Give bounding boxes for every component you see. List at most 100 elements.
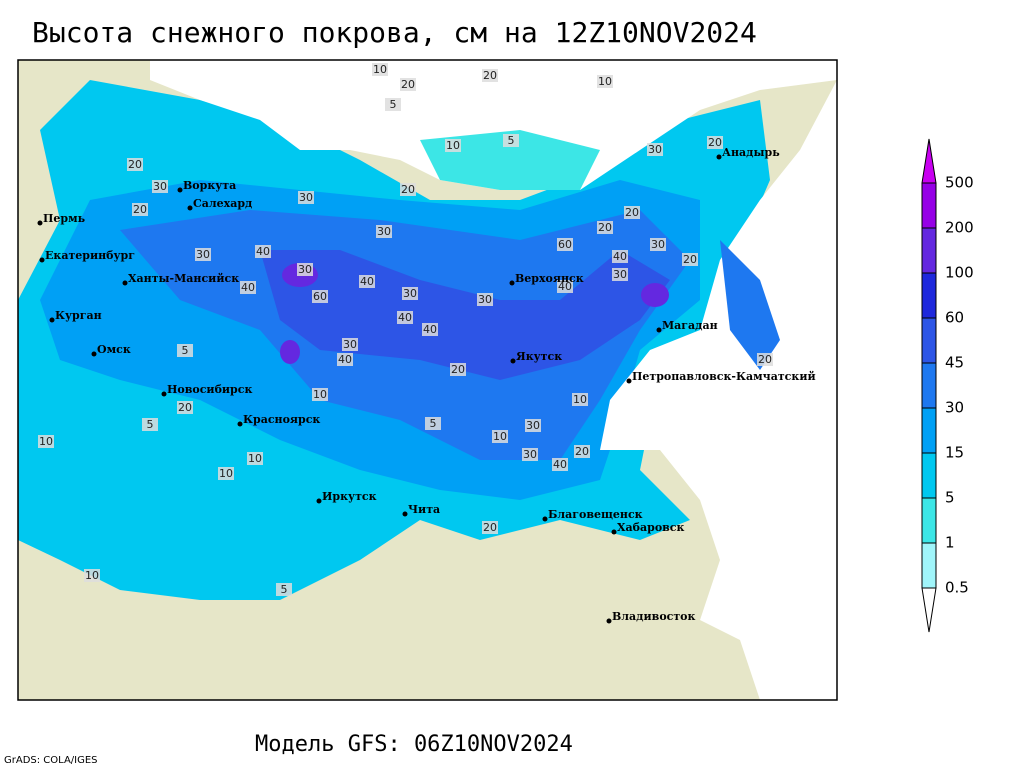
contour-label: 10 (313, 388, 327, 401)
contour-label: 20 (598, 221, 612, 234)
contour-label: 40 (256, 245, 270, 258)
city-label: Курган (55, 309, 102, 322)
contour-label: 20 (483, 69, 497, 82)
city-marker (237, 421, 243, 427)
colorbar-segment (921, 407, 937, 454)
city-marker (49, 317, 55, 323)
colorbar-label: 100 (945, 264, 974, 282)
contour-label-box (477, 293, 493, 306)
city-label: Чита (408, 503, 440, 516)
contour-label-box (503, 134, 519, 147)
contour-label: 20 (708, 136, 722, 149)
colorbar-label: 5 (945, 489, 955, 507)
contour-label: 20 (133, 203, 147, 216)
snow-area (280, 340, 300, 364)
contour-label: 5 (430, 417, 437, 430)
contour-label-box (142, 418, 158, 431)
city-marker (161, 391, 167, 397)
colorbar-label: 500 (945, 174, 974, 192)
city-marker (177, 187, 183, 193)
contour-label: 30 (478, 293, 492, 306)
colorbar-label: 15 (945, 444, 964, 462)
city-marker (656, 327, 662, 333)
colorbar-segment (921, 227, 937, 274)
contour-label-box (525, 419, 541, 432)
city-label: Благовещенск (548, 508, 643, 521)
contour-label: 20 (758, 353, 772, 366)
city-marker (187, 205, 193, 211)
contour-label: 10 (248, 452, 262, 465)
city-label: Верхоянск (515, 272, 584, 285)
contour-label-box (385, 98, 401, 111)
contour-label: 30 (298, 263, 312, 276)
contour-label-box (482, 69, 498, 82)
contour-label: 5 (390, 98, 397, 111)
contour-label: 10 (85, 569, 99, 582)
contour-label-box (450, 363, 466, 376)
contour-label-box (132, 203, 148, 216)
contour-label-box (624, 206, 640, 219)
contour-label-box (240, 281, 256, 294)
contour-label: 5 (182, 344, 189, 357)
arctic-ocean (150, 60, 837, 190)
contour-label: 10 (573, 393, 587, 406)
city-label: Салехард (193, 197, 252, 210)
contour-label-box (298, 191, 314, 204)
city-label: Новосибирск (167, 383, 252, 396)
land (18, 60, 60, 300)
contour-label-box (422, 323, 438, 336)
contour-label: 40 (360, 275, 374, 288)
title: Высота снежного покрова, см на 12Z10NOV2… (32, 16, 757, 49)
contour-label-box (482, 521, 498, 534)
city-marker (510, 358, 516, 364)
contour-label: 40 (423, 323, 437, 336)
colorbar-label: 30 (945, 399, 964, 417)
contour-label-box (359, 275, 375, 288)
city-marker (122, 280, 128, 286)
contour-label: 10 (39, 435, 53, 448)
contour-label-box (557, 238, 573, 251)
colorbar-label: 200 (945, 219, 974, 237)
contour-label-box (425, 417, 441, 430)
contour-label: 30 (343, 338, 357, 351)
contour-label-box (152, 180, 168, 193)
contour-label: 5 (281, 583, 288, 596)
contour-label: 20 (575, 445, 589, 458)
labels: 10 20 20 10 5 10 5 20 30 20 30 20 30 40 30 40 30 40 60 30 40… (37, 63, 816, 624)
city-marker (402, 511, 408, 517)
pacific-ocean (600, 80, 837, 700)
city-marker (91, 351, 97, 357)
colorbar-segment (921, 362, 937, 409)
city-marker (37, 220, 43, 226)
city-marker (626, 378, 632, 384)
colorbar-label: 0.5 (945, 579, 969, 597)
contour-label-box (337, 353, 353, 366)
snow-area (641, 283, 669, 307)
contour-label-box (597, 221, 613, 234)
contour-label-box (297, 263, 313, 276)
kamchatka (720, 240, 780, 370)
contour-label-box (612, 268, 628, 281)
city-marker (542, 516, 548, 522)
contour-label-box (342, 338, 358, 351)
contour-label: 30 (153, 180, 167, 193)
contour-label: 30 (648, 143, 662, 156)
city-label: Анадырь (722, 146, 780, 159)
credit: GrADS: COLA/IGES (4, 755, 98, 766)
contour-label-box (682, 253, 698, 266)
city-label: Владивосток (612, 610, 696, 623)
contour-label-box (647, 143, 663, 156)
city-label: Хабаровск (617, 521, 684, 534)
contour-label: 40 (241, 281, 255, 294)
contour-label-box (177, 401, 193, 414)
contour-label: 30 (403, 287, 417, 300)
contour-label-box (557, 280, 573, 293)
contour-label: 60 (558, 238, 572, 251)
contour-label-box (177, 344, 193, 357)
city-marker (606, 618, 612, 624)
city-marker (611, 529, 617, 535)
contour-label-box (492, 430, 508, 443)
contour-label-box (400, 78, 416, 91)
